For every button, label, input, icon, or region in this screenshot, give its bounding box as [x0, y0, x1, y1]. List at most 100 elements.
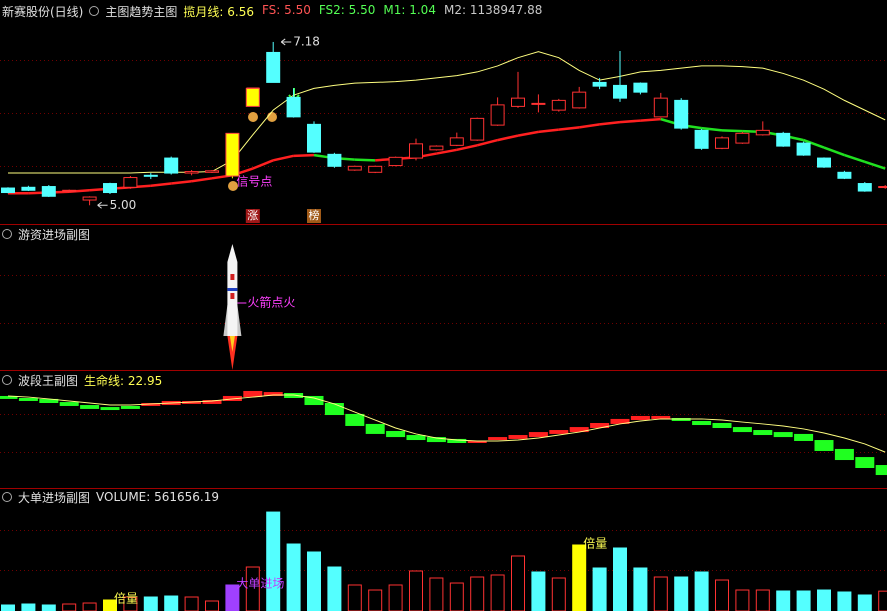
indicator-name: 主图趋势主图: [105, 4, 178, 19]
wave-bar: [671, 418, 691, 421]
price-arrow: [280, 38, 292, 46]
wave-bar: [834, 448, 854, 461]
life-line: [7, 394, 886, 453]
volume-annotation: 倍量: [583, 535, 607, 550]
candle-body: [62, 189, 77, 192]
wave-bar: [386, 430, 406, 438]
ma-line: [8, 51, 886, 174]
wave-bar: [569, 427, 589, 433]
panel-header: 游资进场副图: [2, 226, 90, 242]
candle-body: [470, 117, 485, 141]
candle-body: [388, 156, 403, 167]
volume-bar: [449, 582, 464, 611]
legend-item: M1: 1.04: [383, 2, 436, 17]
trend-line-segment: [191, 177, 213, 183]
candle-body: [225, 132, 240, 177]
legend: 揽月线: 6.56 FS: 5.50 FS2: 5.50 M1: 1.04 M2: 11…: [183, 3, 542, 20]
trend-line-segment: [171, 180, 192, 185]
trend-line-segment: [864, 160, 886, 170]
trend-line-segment: [252, 159, 274, 170]
candle-body: [735, 132, 750, 144]
rocket-mark: [230, 274, 235, 280]
volume-bar: [531, 571, 546, 611]
volume-bar: [837, 591, 852, 611]
money-bag: [228, 181, 238, 191]
candle-body: [551, 99, 566, 111]
menu-icon[interactable]: [2, 492, 12, 502]
rocket: [223, 244, 242, 370]
wave-bar: [426, 437, 446, 443]
wave-bar: [406, 435, 426, 441]
legend: VOLUME: 561656.19: [96, 490, 219, 504]
candle-body: [347, 165, 362, 171]
wave-bar: [794, 433, 814, 441]
volume-bar: [755, 589, 770, 611]
wave-bar: [202, 400, 222, 404]
candle-body: [449, 137, 464, 146]
stock-title: 新赛股份(日线): [2, 4, 84, 19]
volume-bar: [368, 589, 383, 611]
candle-body: [286, 96, 301, 118]
trend-line-segment: [517, 130, 539, 137]
menu-icon[interactable]: [2, 229, 12, 239]
rocket-label: 火箭点火: [247, 295, 295, 310]
volume-bar: [633, 567, 648, 611]
candle-body: [817, 157, 831, 168]
wave-bar: [18, 398, 38, 401]
volume-bar: [286, 543, 301, 611]
candle-body: [796, 142, 811, 156]
wave-bar: [753, 430, 773, 436]
wave-bar: [141, 403, 161, 406]
money-bag: [248, 112, 258, 122]
volume-bar: [470, 576, 485, 611]
candle-body: [776, 132, 791, 147]
candle-body: [143, 174, 158, 177]
price-label: 7.18: [293, 34, 320, 48]
wave-bar: [488, 437, 508, 441]
candle-body: [837, 171, 852, 179]
panel-frame: [0, 224, 887, 489]
legend-item: 生命线: 22.95: [84, 373, 163, 388]
candle-body: [633, 82, 648, 93]
volume-bar: [878, 590, 887, 611]
legend: 生命线: 22.95: [84, 372, 162, 389]
panel-title: 大单进场副图: [18, 490, 91, 505]
candle-body: [613, 84, 627, 99]
volume-bar: [613, 547, 627, 611]
volume-bar: [347, 584, 362, 611]
volume-bar: [735, 589, 750, 611]
wave-bar: [324, 403, 344, 416]
panel-header: 波段王副图 生命线: 22.95: [2, 372, 162, 388]
candle-body: [327, 153, 342, 167]
candle-body: [1, 187, 15, 194]
trend-line-segment: [150, 182, 172, 188]
panel-header: 大单进场副图 VOLUME: 561656.19: [2, 489, 219, 505]
signal-label: 信号点: [236, 175, 272, 189]
candle-body: [409, 143, 423, 159]
candle-body: [123, 177, 138, 188]
volume-bar: [164, 595, 179, 611]
volume-bar: [327, 566, 342, 611]
wave-bar: [345, 413, 365, 426]
money-bag: [267, 112, 277, 122]
candle-body: [205, 170, 219, 173]
wave-bar: [243, 390, 263, 398]
wave-bar: [304, 395, 324, 406]
legend-item: VOLUME: 561656.19: [96, 490, 220, 504]
badge: 榜: [309, 208, 320, 222]
candle-body: [755, 129, 770, 136]
candle-body: [674, 99, 689, 129]
volume-bar: [21, 603, 36, 611]
trend-line-segment: [579, 123, 600, 129]
volume-bar: [409, 570, 423, 611]
trend-line-segment: [640, 117, 661, 122]
trend-line-segment: [823, 146, 845, 157]
wave-bar: [773, 432, 793, 438]
menu-icon[interactable]: [89, 6, 100, 16]
candle-body: [307, 123, 321, 153]
candle-body: [653, 97, 668, 118]
trend-line-segment: [436, 148, 458, 155]
menu-icon[interactable]: [2, 375, 12, 385]
wave-bar: [120, 405, 140, 409]
